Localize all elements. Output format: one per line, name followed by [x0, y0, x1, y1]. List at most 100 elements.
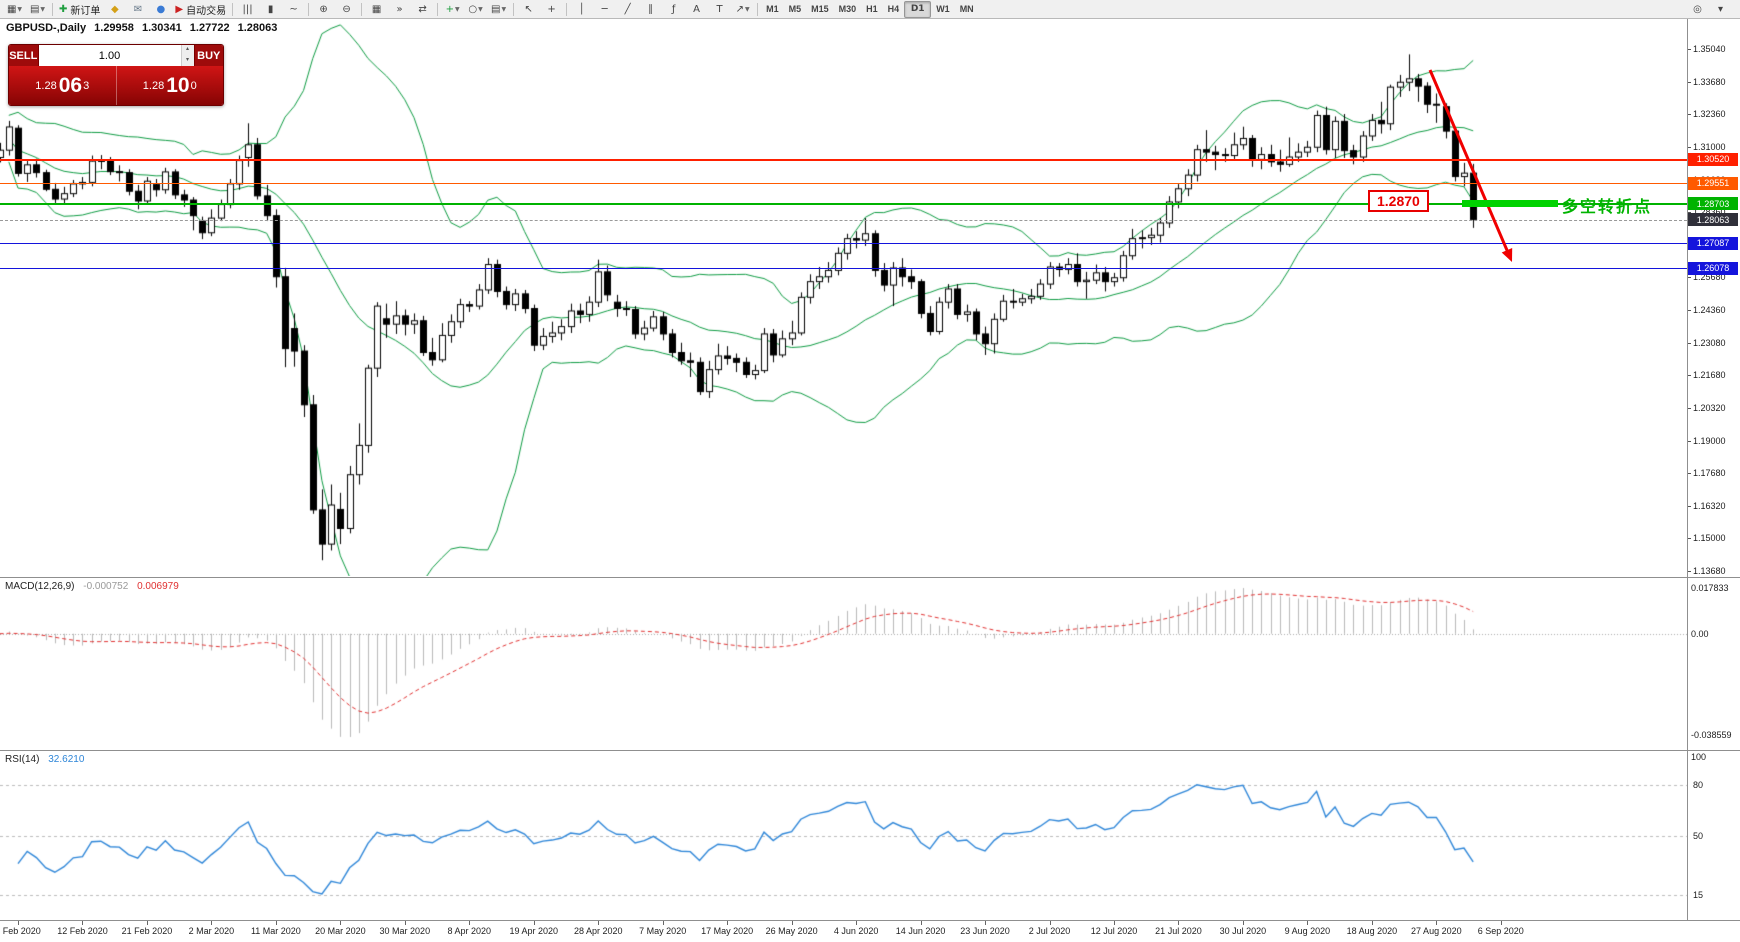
date-tick	[18, 921, 19, 925]
autotrading-button[interactable]: ▶ 自动交易	[172, 1, 229, 18]
date-tick	[146, 921, 148, 925]
trendline-button[interactable]: ╱	[616, 1, 639, 18]
rsi-canvas[interactable]	[0, 751, 1687, 920]
text-button[interactable]: A	[685, 1, 708, 18]
vertical-line-icon: │	[578, 3, 585, 15]
toolbar-separator	[308, 2, 310, 16]
price-axis-tick	[1687, 81, 1691, 83]
date-label: 17 May 2020	[701, 926, 754, 936]
indicators-button[interactable]: + ▼	[441, 1, 464, 18]
macd-main-value: -0.000752	[83, 581, 129, 592]
text-label-button[interactable]: T	[708, 1, 731, 18]
volume-down-button[interactable]: ▾	[181, 55, 194, 66]
arrows-tool-button[interactable]: ↗ ▼	[731, 1, 754, 18]
bar-chart-button[interactable]: |||	[236, 1, 259, 18]
rsi-level-label: 80	[1693, 779, 1704, 790]
timeframe-m30-button[interactable]: M30	[838, 4, 857, 14]
macd-scale-zero: 0.00	[1691, 628, 1709, 639]
fibonacci-button[interactable]: ƒ	[662, 1, 685, 18]
community-button[interactable]: ●	[149, 1, 172, 18]
price-axis-label: 1.15000	[1693, 533, 1726, 544]
date-tick	[662, 921, 664, 925]
crosshair-button[interactable]: +	[540, 1, 563, 18]
zoom-out-button[interactable]: ⊖	[335, 1, 358, 18]
date-label: 8 Apr 2020	[447, 926, 492, 936]
candlestick-chart-button[interactable]: ▮	[259, 1, 282, 18]
fibonacci-icon: ƒ	[671, 3, 676, 15]
periods-button[interactable]: ○ ▼	[464, 1, 487, 18]
chart-header: GBPUSD-,Daily 1.29958 1.30341 1.27722 1.…	[6, 22, 282, 34]
more-button[interactable]: ▾	[1709, 1, 1732, 18]
timeframe-h4-button[interactable]: H4	[887, 4, 900, 14]
highlight-bar[interactable]	[1462, 200, 1558, 207]
timeframe-m5-button[interactable]: M5	[788, 4, 802, 14]
date-tick	[727, 921, 729, 925]
buy-label[interactable]: BUY	[197, 49, 221, 62]
zoom-in-button[interactable]: ⊕	[312, 1, 335, 18]
timeframe-m15-button[interactable]: M15	[811, 4, 829, 14]
buy-price-big: 10	[166, 74, 190, 97]
horizontal-line-button[interactable]: ─	[593, 1, 616, 18]
cursor-button[interactable]: ↖	[517, 1, 540, 18]
horizontal-line-object[interactable]	[0, 203, 1687, 205]
toolbar-separator	[566, 2, 568, 16]
vertical-line-button[interactable]: │	[570, 1, 593, 18]
sell-price-button[interactable]: 1.28 06 3	[9, 66, 117, 105]
date-label: 19 Apr 2020	[509, 926, 559, 936]
timeframe-w1-button[interactable]: W1	[936, 4, 950, 14]
date-tick	[1371, 921, 1373, 925]
hline-price-tag: 1.26078	[1688, 261, 1738, 275]
timeframe-d1-button[interactable]: D1	[904, 0, 932, 18]
date-label: 3 Feb 2020	[0, 926, 41, 936]
date-label: 27 Aug 2020	[1411, 926, 1462, 936]
sell-label[interactable]: SELL	[9, 49, 38, 62]
new-order-button[interactable]: ✚ 新订单	[56, 1, 103, 18]
date-tick	[340, 921, 342, 925]
new-chart-button[interactable]: ▦ ▼	[3, 1, 26, 18]
horizontal-line-object[interactable]	[0, 242, 1687, 245]
channel-button[interactable]: ∥	[639, 1, 662, 18]
search-button[interactable]: ◎	[1686, 1, 1709, 18]
horizontal-line-object[interactable]	[0, 182, 1687, 185]
horizontal-line-object[interactable]	[0, 267, 1687, 270]
templates-dropdown-icon: ▼	[501, 5, 507, 13]
macd-canvas[interactable]	[0, 578, 1687, 749]
macd-caption: MACD(12,26,9) -0.000752 0.006979	[5, 581, 179, 592]
main-chart-canvas[interactable]	[0, 19, 1687, 576]
volume-input[interactable]	[38, 45, 181, 66]
line-chart-button[interactable]: ~	[282, 1, 305, 18]
alerts-icon: ◆	[111, 3, 119, 15]
price-axis-tick	[1687, 114, 1691, 116]
profiles-button[interactable]: ▤ ▼	[26, 1, 49, 18]
tile-windows-button[interactable]: ▦	[365, 1, 388, 18]
chart-shift-button[interactable]: ⇄	[411, 1, 434, 18]
templates-button[interactable]: ▤ ▼	[487, 1, 510, 18]
mailbox-button[interactable]: ✉	[126, 1, 149, 18]
buy-price-button[interactable]: 1.28 10 0	[117, 66, 224, 105]
price-callout-box[interactable]: 1.2870	[1368, 190, 1429, 212]
periods-dropdown-icon: ▼	[478, 5, 483, 13]
turning-point-label[interactable]: 多空转折点	[1562, 197, 1653, 216]
timeframe-mn-button[interactable]: MN	[959, 4, 974, 14]
crosshair-icon: +	[547, 3, 556, 15]
alerts-button[interactable]: ◆	[103, 1, 126, 18]
timeframe-m1-button[interactable]: M1	[766, 4, 779, 14]
price-axis-tick	[1687, 310, 1691, 311]
macd-signal-value: 0.006979	[137, 581, 179, 592]
panel-splitter-macd[interactable]	[0, 577, 1740, 578]
new-order-label: 新订单	[70, 5, 101, 17]
volume-up-button[interactable]: ▴	[181, 45, 194, 56]
toolbar-separator	[361, 2, 363, 16]
horizontal-line-object[interactable]	[0, 158, 1687, 161]
price-axis-label: 1.28360	[1693, 207, 1726, 217]
zoom-in-icon: ⊕	[319, 3, 328, 15]
sell-price-big: 06	[58, 74, 83, 97]
date-label: 4 Jun 2020	[833, 926, 879, 936]
date-label: 18 Aug 2020	[1346, 926, 1398, 936]
panel-splitter-rsi[interactable]	[0, 750, 1740, 751]
auto-scroll-button[interactable]: »	[388, 1, 411, 18]
price-axis-tick	[1687, 342, 1691, 344]
price-axis-label: 1.19000	[1693, 435, 1726, 446]
indicators-dropdown-icon: ▼	[454, 5, 460, 13]
timeframe-h1-button[interactable]: H1	[866, 4, 878, 14]
